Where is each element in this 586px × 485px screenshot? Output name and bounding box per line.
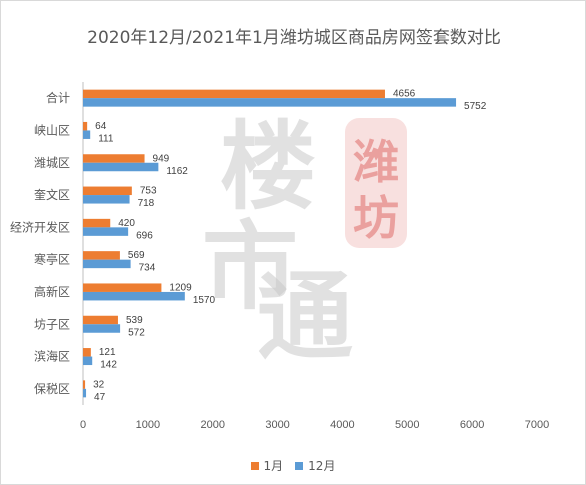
legend-item: 1月 <box>250 457 284 474</box>
bar-jan <box>83 380 86 389</box>
category-label: 潍城区 <box>34 156 70 170</box>
data-label: 753 <box>140 186 157 197</box>
category-label: 寒亭区 <box>34 252 70 267</box>
bar-dec <box>83 324 121 333</box>
legend-swatch <box>295 461 304 470</box>
bar-jan <box>83 283 162 292</box>
data-label: 64 <box>95 121 107 132</box>
legend-item: 12月 <box>295 457 335 474</box>
bar-jan <box>83 218 111 228</box>
bar-dec <box>83 259 131 269</box>
data-label: 1570 <box>193 295 216 306</box>
data-label: 718 <box>138 198 155 209</box>
data-label: 142 <box>100 360 117 371</box>
data-label: 47 <box>94 392 106 403</box>
category-label: 保税区 <box>34 382 70 396</box>
data-label: 121 <box>99 347 116 358</box>
data-label: 420 <box>118 218 135 229</box>
bar-jan <box>83 251 120 260</box>
x-tick-label: 4000 <box>330 419 354 431</box>
bar-dec <box>83 388 87 398</box>
watermark-char: 通 <box>257 260 353 373</box>
bar-dec <box>83 291 185 301</box>
category-label: 高新区 <box>34 284 70 299</box>
legend-label: 12月 <box>308 459 336 473</box>
data-label: 572 <box>128 327 145 338</box>
watermark-char: 楼 <box>220 110 316 223</box>
x-tick-label: 0 <box>80 419 86 431</box>
legend: 1月 12月 <box>0 457 586 474</box>
watermark-seal <box>345 118 407 248</box>
category-label: 滨海区 <box>34 349 70 364</box>
x-tick-label: 7000 <box>525 419 549 431</box>
bar-dec <box>83 195 130 204</box>
bar-jan <box>83 315 118 325</box>
bar-dec <box>83 130 91 139</box>
data-label: 569 <box>128 250 145 261</box>
x-tick-label: 2000 <box>200 419 224 431</box>
x-tick-label: 5000 <box>395 419 419 431</box>
bar-jan <box>83 154 145 163</box>
bar-jan <box>83 186 132 196</box>
category-label: 奎文区 <box>34 187 70 202</box>
chart-title: 2020年12月/2021年1月潍坊城区商品房网签套数对比 <box>87 28 501 48</box>
legend-label: 1月 <box>263 459 284 473</box>
watermark-char: 市 <box>202 210 298 323</box>
bar-dec <box>83 356 93 366</box>
category-label: 经济开发区 <box>10 219 70 234</box>
data-label: 696 <box>136 230 153 241</box>
watermark-seal-char: 潍 <box>353 135 399 189</box>
watermark: 楼市通 潍坊 <box>202 110 407 373</box>
category-label: 合计 <box>46 90 70 105</box>
x-tick-label: 3000 <box>265 419 289 431</box>
bars <box>83 89 457 398</box>
bar-dec <box>83 162 159 172</box>
data-label: 949 <box>153 153 170 164</box>
category-label: 峡山区 <box>34 123 70 137</box>
x-tick-labels: 0 1000 2000 3000 4000 5000 6000 7000 <box>80 419 549 431</box>
bar-jan <box>83 89 385 99</box>
data-label: 539 <box>126 315 143 326</box>
data-label: 1209 <box>169 282 192 293</box>
data-label: 5752 <box>464 101 487 112</box>
x-tick-label: 1000 <box>136 419 160 431</box>
data-label: 32 <box>93 379 105 390</box>
bar-dec <box>83 98 457 107</box>
data-label: 734 <box>139 263 156 274</box>
bar-jan <box>83 348 91 357</box>
data-label: 111 <box>98 133 114 144</box>
bar-jan <box>83 121 88 131</box>
category-label: 坊子区 <box>34 316 70 331</box>
watermark-seal-char: 坊 <box>353 191 399 245</box>
data-label: 1162 <box>166 166 188 177</box>
bar-dec <box>83 227 129 236</box>
legend-swatch <box>250 461 259 470</box>
data-label: 4656 <box>393 89 416 100</box>
x-tick-label: 6000 <box>460 419 484 431</box>
